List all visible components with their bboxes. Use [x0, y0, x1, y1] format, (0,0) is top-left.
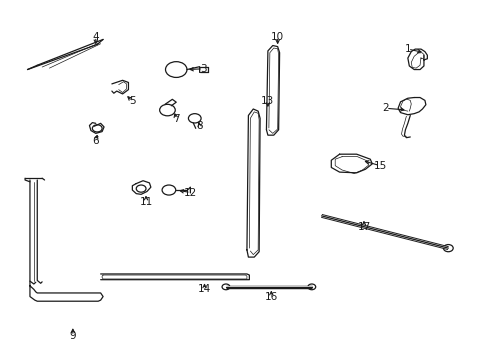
Text: 4: 4 [92, 32, 99, 41]
Text: 17: 17 [357, 222, 370, 231]
Text: 11: 11 [139, 197, 152, 207]
Text: 2: 2 [382, 103, 388, 113]
Text: 14: 14 [198, 284, 211, 294]
Text: 10: 10 [270, 32, 284, 41]
Text: 15: 15 [373, 161, 386, 171]
Text: 13: 13 [261, 96, 274, 106]
Text: 5: 5 [129, 96, 135, 106]
Text: 1: 1 [404, 44, 410, 54]
Text: 8: 8 [196, 121, 203, 131]
Text: 12: 12 [184, 188, 197, 198]
Text: 6: 6 [92, 136, 99, 145]
Text: 3: 3 [199, 64, 206, 74]
Text: 9: 9 [69, 331, 76, 341]
Text: 16: 16 [264, 292, 277, 302]
Text: 7: 7 [173, 114, 179, 124]
